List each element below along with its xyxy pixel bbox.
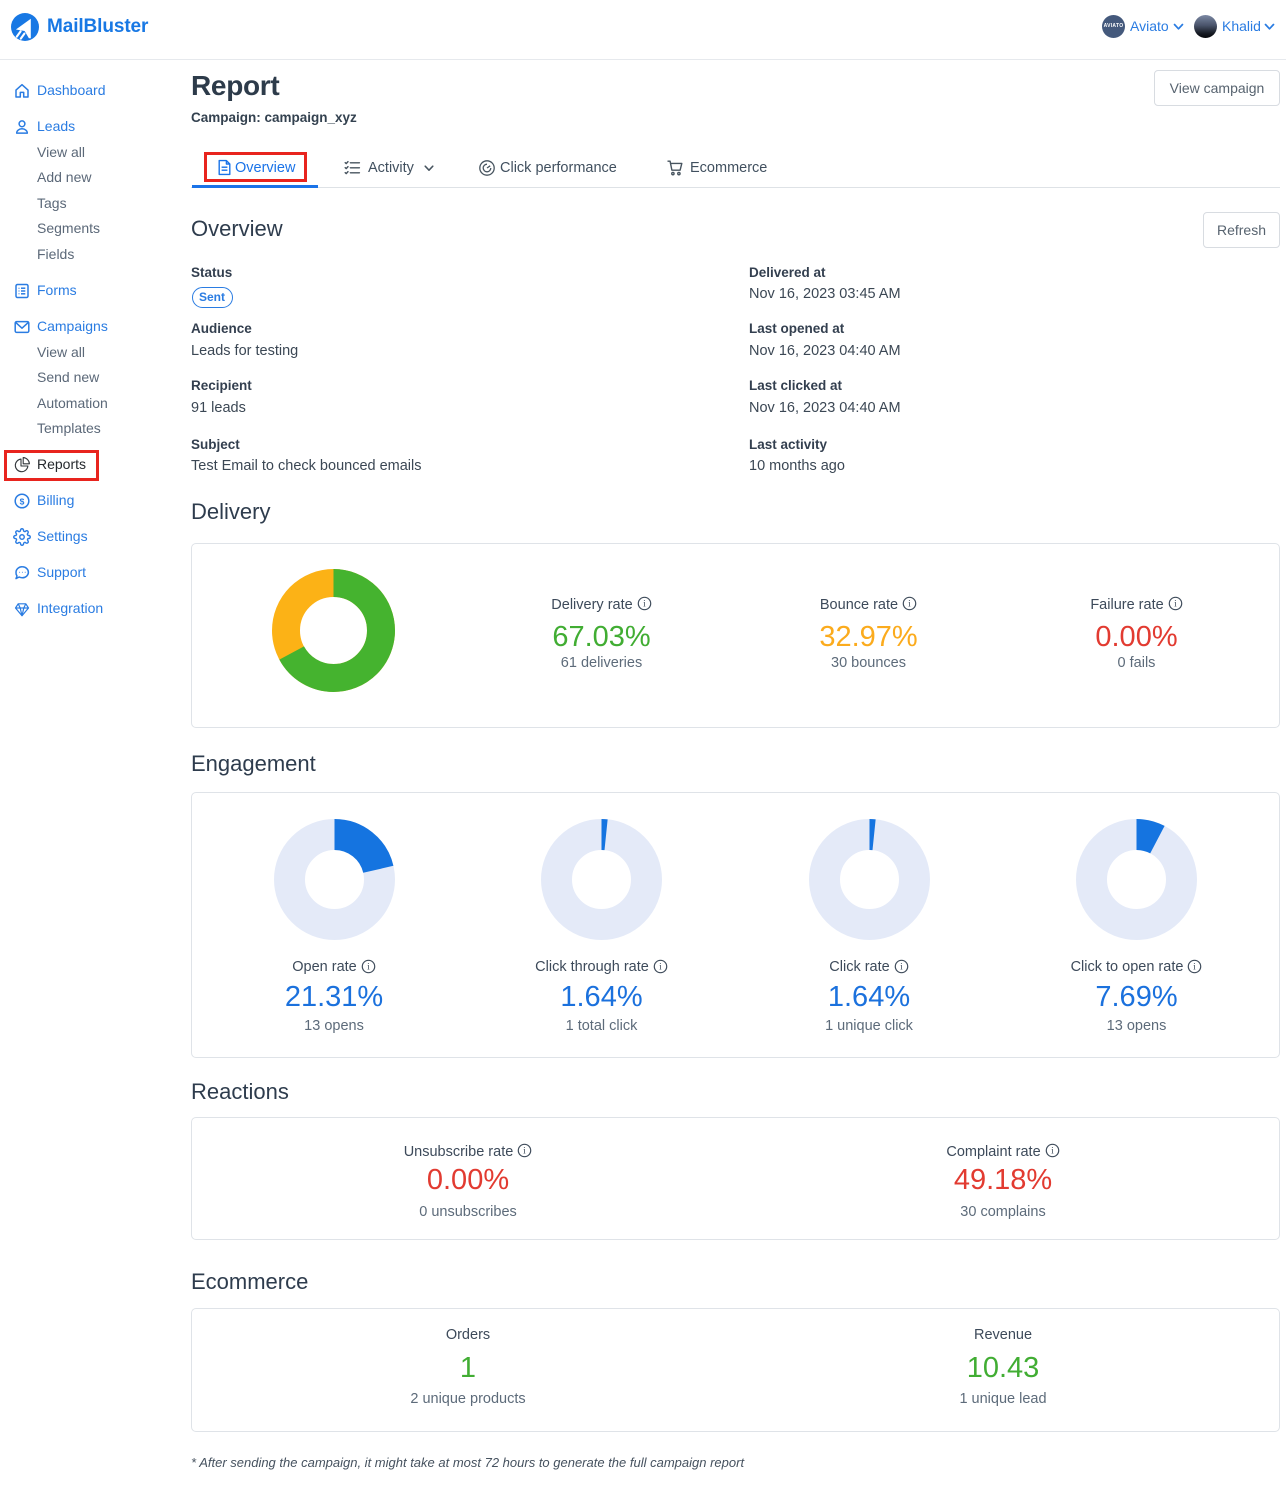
- svg-text:i: i: [1194, 962, 1197, 972]
- svg-text:i: i: [643, 600, 646, 610]
- svg-text:i: i: [900, 962, 903, 972]
- svg-text:$: $: [20, 497, 25, 507]
- svg-text:i: i: [367, 962, 370, 972]
- svg-text:i: i: [1174, 600, 1177, 610]
- svg-text:i: i: [523, 1147, 526, 1157]
- svg-text:i: i: [908, 600, 911, 610]
- svg-text:i: i: [659, 962, 662, 972]
- svg-text:i: i: [1051, 1147, 1054, 1157]
